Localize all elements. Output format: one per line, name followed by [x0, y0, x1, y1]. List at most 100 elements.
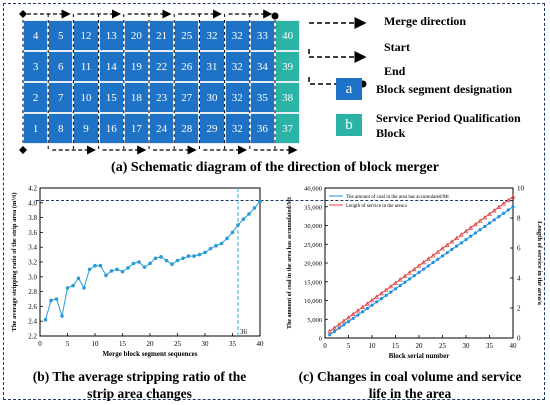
data-point — [478, 228, 482, 232]
data-point — [208, 246, 213, 251]
y-tick-label: 5,000 — [307, 317, 322, 324]
block-cell: 10 — [73, 82, 99, 113]
caption-b: (b) The average stripping ratio of the s… — [32, 369, 247, 401]
data-point — [468, 225, 474, 230]
merge-direction-arrows — [19, 9, 298, 155]
series-line — [329, 206, 514, 336]
block-cell: 31 — [199, 51, 225, 82]
data-point — [431, 260, 435, 265]
data-point — [383, 287, 389, 292]
data-point — [393, 280, 398, 285]
data-point — [487, 221, 492, 225]
block-cell: 15 — [98, 82, 124, 113]
y-axis-label: The amount of coal in the area has accum… — [287, 197, 293, 329]
x-tick-label: 20 — [416, 342, 424, 350]
data-point — [93, 263, 97, 268]
data-point — [389, 290, 393, 294]
data-point — [412, 274, 416, 278]
data-point — [411, 266, 417, 272]
legend-end-label: End — [384, 64, 406, 78]
block-cell: 32 — [224, 82, 250, 113]
y-tick-label: 2.2 — [28, 333, 37, 341]
block-cell: 23 — [149, 82, 175, 113]
block-cell: 37 — [275, 113, 301, 144]
x-tick-label: 0 — [323, 342, 327, 350]
x-tick-label: 30 — [463, 342, 471, 350]
block-cell: 38 — [275, 82, 301, 113]
y-tick-label: 2.6 — [28, 303, 37, 311]
data-point — [230, 230, 235, 235]
block-cell: 25 — [174, 20, 200, 51]
data-point — [175, 258, 180, 263]
data-point — [482, 215, 488, 220]
data-point — [375, 300, 379, 304]
data-point — [241, 217, 246, 221]
y2-tick-label: 4 — [517, 275, 521, 283]
data-point — [473, 231, 477, 235]
y-tick-label: 35,000 — [304, 204, 322, 211]
block-cell: 32 — [224, 51, 250, 82]
legend-start-symbol — [308, 49, 367, 63]
y-tick-label: 2.8 — [28, 288, 37, 296]
data-point — [236, 223, 240, 227]
data-point — [426, 264, 430, 268]
data-point — [502, 211, 506, 215]
legend-merge-direction-label: Merge direction — [384, 14, 467, 28]
data-point — [444, 242, 450, 247]
panel-divider — [36, 200, 513, 201]
block-cell: 32 — [224, 20, 250, 51]
x-axis-label: Merge block segment sequences — [102, 350, 197, 358]
block-cell: 9 — [73, 113, 99, 144]
data-point — [483, 224, 487, 229]
data-point — [364, 301, 370, 306]
data-point — [341, 318, 347, 323]
data-point — [65, 286, 70, 290]
data-point — [170, 262, 174, 267]
block-cell: 40 — [275, 20, 301, 51]
block-cell: 21 — [149, 20, 175, 51]
x-tick-label: 35 — [229, 340, 237, 348]
caption-c: (c) Changes in coal volume and service l… — [298, 369, 522, 401]
x-tick-label: 25 — [439, 342, 447, 350]
block-cell: 4 — [23, 20, 49, 51]
data-point — [365, 306, 369, 311]
series-line — [45, 201, 261, 320]
data-point — [360, 304, 365, 310]
data-point — [350, 311, 356, 316]
data-point — [332, 329, 336, 334]
data-point — [464, 237, 468, 242]
y2-tick-label: 6 — [517, 245, 521, 253]
data-point — [430, 253, 436, 258]
legend-block-designation-label: Block segment designation — [376, 82, 513, 96]
data-point — [361, 310, 365, 314]
data-point — [252, 206, 257, 210]
data-point — [71, 283, 75, 288]
data-point — [445, 251, 449, 255]
block-cell: 18 — [123, 82, 149, 113]
y2-tick-label: 0 — [517, 335, 521, 343]
block-cell: 16 — [98, 113, 124, 144]
block-cell: 17 — [123, 113, 149, 144]
y-tick-label: 10,000 — [304, 298, 322, 305]
data-point — [142, 265, 147, 269]
data-point — [403, 280, 407, 284]
data-point — [388, 284, 394, 289]
data-point — [455, 244, 459, 248]
block-cell: 35 — [249, 82, 275, 113]
y-tick-label: 3.2 — [28, 259, 37, 267]
y-tick-label: 25,000 — [304, 242, 322, 249]
y2-tick-label: 2 — [517, 305, 521, 313]
data-point — [355, 308, 361, 313]
y2-tick-label: 8 — [517, 215, 521, 223]
block-cell: 33 — [249, 20, 275, 51]
x-tick-label: 0 — [38, 340, 42, 348]
y-tick-label: 3.4 — [28, 244, 37, 252]
data-point — [203, 250, 207, 255]
y-tick-label: 2.4 — [28, 318, 37, 326]
data-point — [421, 259, 427, 265]
x-tick-label: 35 — [486, 342, 494, 350]
y-tick-label: 15,000 — [304, 279, 322, 286]
legend-label: The amount of coal in the area has accum… — [346, 195, 449, 200]
data-point — [374, 294, 380, 299]
data-point — [436, 257, 440, 261]
